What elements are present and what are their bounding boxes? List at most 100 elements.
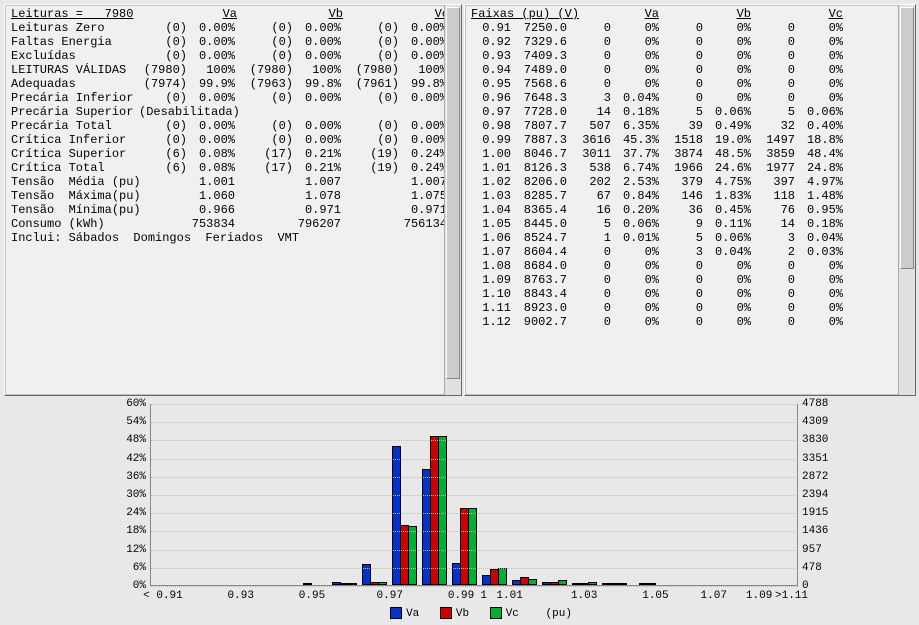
va-c: 16 xyxy=(567,203,611,217)
vb-c: 0 xyxy=(659,287,703,301)
pu: 0.94 xyxy=(471,63,511,77)
vb-pct: 0.971 xyxy=(293,203,341,217)
y-right-tick: 3351 xyxy=(802,453,844,465)
volts: 7250.0 xyxy=(511,21,567,35)
va-p: 2.53% xyxy=(611,175,659,189)
vb-p: 48.5% xyxy=(703,147,751,161)
vc-c: 3859 xyxy=(751,147,795,161)
vb-pct: 0.00% xyxy=(293,133,341,147)
x-tick: 1.03 xyxy=(571,590,597,602)
pu: 0.93 xyxy=(471,49,511,63)
va-count xyxy=(139,217,187,231)
vb-c: 0 xyxy=(659,63,703,77)
legend-unit: (pu) xyxy=(546,608,572,620)
plot-right-axis xyxy=(797,404,798,586)
va-p: 0% xyxy=(611,63,659,77)
x-tick: 0.99 xyxy=(448,590,474,602)
row-label: LEITURAS VÁLIDAS xyxy=(11,63,139,77)
vc-count xyxy=(351,203,399,217)
summary-row: Excluídas(0)0.00%(0)0.00%(0)0.00% xyxy=(7,49,459,63)
y-left-tick: 0% xyxy=(104,580,146,592)
plot-area xyxy=(150,404,798,586)
scroll-thumb[interactable] xyxy=(446,7,460,379)
legend-vc: Vc xyxy=(506,608,519,620)
bar-vc xyxy=(378,582,387,585)
legend-vb: Vb xyxy=(456,608,469,620)
row-label: Precária Total xyxy=(11,119,139,133)
pu: 1.01 xyxy=(471,161,511,175)
vb-p: 0% xyxy=(703,301,751,315)
volts: 8365.4 xyxy=(511,203,567,217)
vc-c: 0 xyxy=(751,259,795,273)
vb-p: 4.75% xyxy=(703,175,751,189)
va-c: 14 xyxy=(567,105,611,119)
vc-p: 0.95% xyxy=(795,203,843,217)
faixas-row: 0.967648.330.04%00%00% xyxy=(467,91,913,105)
y-left-tick: 12% xyxy=(104,544,146,556)
vc-c: 32 xyxy=(751,119,795,133)
y-right-tick: 2872 xyxy=(802,471,844,483)
va-c: 67 xyxy=(567,189,611,203)
row-label: Excluídas xyxy=(11,49,139,63)
vc-p: 0% xyxy=(795,287,843,301)
vb-p: 0% xyxy=(703,91,751,105)
va-pct: 1.001 xyxy=(187,175,235,189)
vc-count: (7961) xyxy=(351,77,399,91)
vc-pct: 0.00% xyxy=(399,49,447,63)
summary-row: Consumo (kWh)753834796207756134 xyxy=(7,217,459,231)
vc-p: 0% xyxy=(795,35,843,49)
vb-c: 379 xyxy=(659,175,703,189)
bar-vc xyxy=(647,583,656,585)
pu: 1.06 xyxy=(471,231,511,245)
pu: 0.92 xyxy=(471,35,511,49)
vc-c: 1977 xyxy=(751,161,795,175)
volts: 7409.3 xyxy=(511,49,567,63)
vb-c: 0 xyxy=(659,35,703,49)
va-p: 45.3% xyxy=(611,133,659,147)
vc-c: 118 xyxy=(751,189,795,203)
row-label: Precária Superior xyxy=(11,105,139,119)
bar-vc xyxy=(498,568,507,585)
vb-p: 19.0% xyxy=(703,133,751,147)
vc-p: 4.97% xyxy=(795,175,843,189)
summary-row: Crítica Inferior(0)0.00%(0)0.00%(0)0.00% xyxy=(7,133,459,147)
vb-pct: 796207 xyxy=(293,217,341,231)
vb-c: 3874 xyxy=(659,147,703,161)
vb-count: (7980) xyxy=(245,63,293,77)
histogram-chart: 0%6%12%18%24%30%36%42%48%54%60% 04789571… xyxy=(104,400,844,620)
va-p: 6.74% xyxy=(611,161,659,175)
legend-swatch-vc xyxy=(490,607,502,619)
summary-row: Precária Total(0)0.00%(0)0.00%(0)0.00% xyxy=(7,119,459,133)
va-p: 0.20% xyxy=(611,203,659,217)
vc-pct: 0.24% xyxy=(399,147,447,161)
faixas-row: 0.987807.75076.35%390.49%320.40% xyxy=(467,119,913,133)
x-tick: >1.11 xyxy=(775,590,808,602)
vc-count: (19) xyxy=(351,147,399,161)
faixas-row: 0.957568.600%00%00% xyxy=(467,77,913,91)
summary-row: Tensão Máxima(pu)1.0601.0781.075 xyxy=(7,189,459,203)
va-p: 0% xyxy=(611,273,659,287)
va-count xyxy=(139,203,187,217)
summary-row: Precária Superior(Desabilitada) xyxy=(7,105,459,119)
faixas-row: 1.008046.7301137.7%387448.5%385948.4% xyxy=(467,147,913,161)
vc-pct: 1.007 xyxy=(399,175,447,189)
faixas-scrollbar[interactable] xyxy=(898,5,915,395)
vb-c: 1518 xyxy=(659,133,703,147)
vb-c: 9 xyxy=(659,217,703,231)
vb-count xyxy=(245,175,293,189)
y-right-tick: 2394 xyxy=(802,489,844,501)
vc-p: 0% xyxy=(795,77,843,91)
hdr-vb: Vb xyxy=(295,7,343,21)
pu: 1.08 xyxy=(471,259,511,273)
va-pct: 1.060 xyxy=(187,189,235,203)
va-p: 0% xyxy=(611,21,659,35)
vb-p: 0.06% xyxy=(703,105,751,119)
summary-row: Adequadas(7974)99.9%(7963)99.8%(7961)99.… xyxy=(7,77,459,91)
vb-p: 1.83% xyxy=(703,189,751,203)
vc-count: (0) xyxy=(351,49,399,63)
legend-swatch-va xyxy=(390,607,402,619)
va-c: 0 xyxy=(567,77,611,91)
scroll-thumb[interactable] xyxy=(900,7,914,269)
vc-pct: 1.075 xyxy=(399,189,447,203)
summary-scrollbar[interactable] xyxy=(444,5,461,395)
